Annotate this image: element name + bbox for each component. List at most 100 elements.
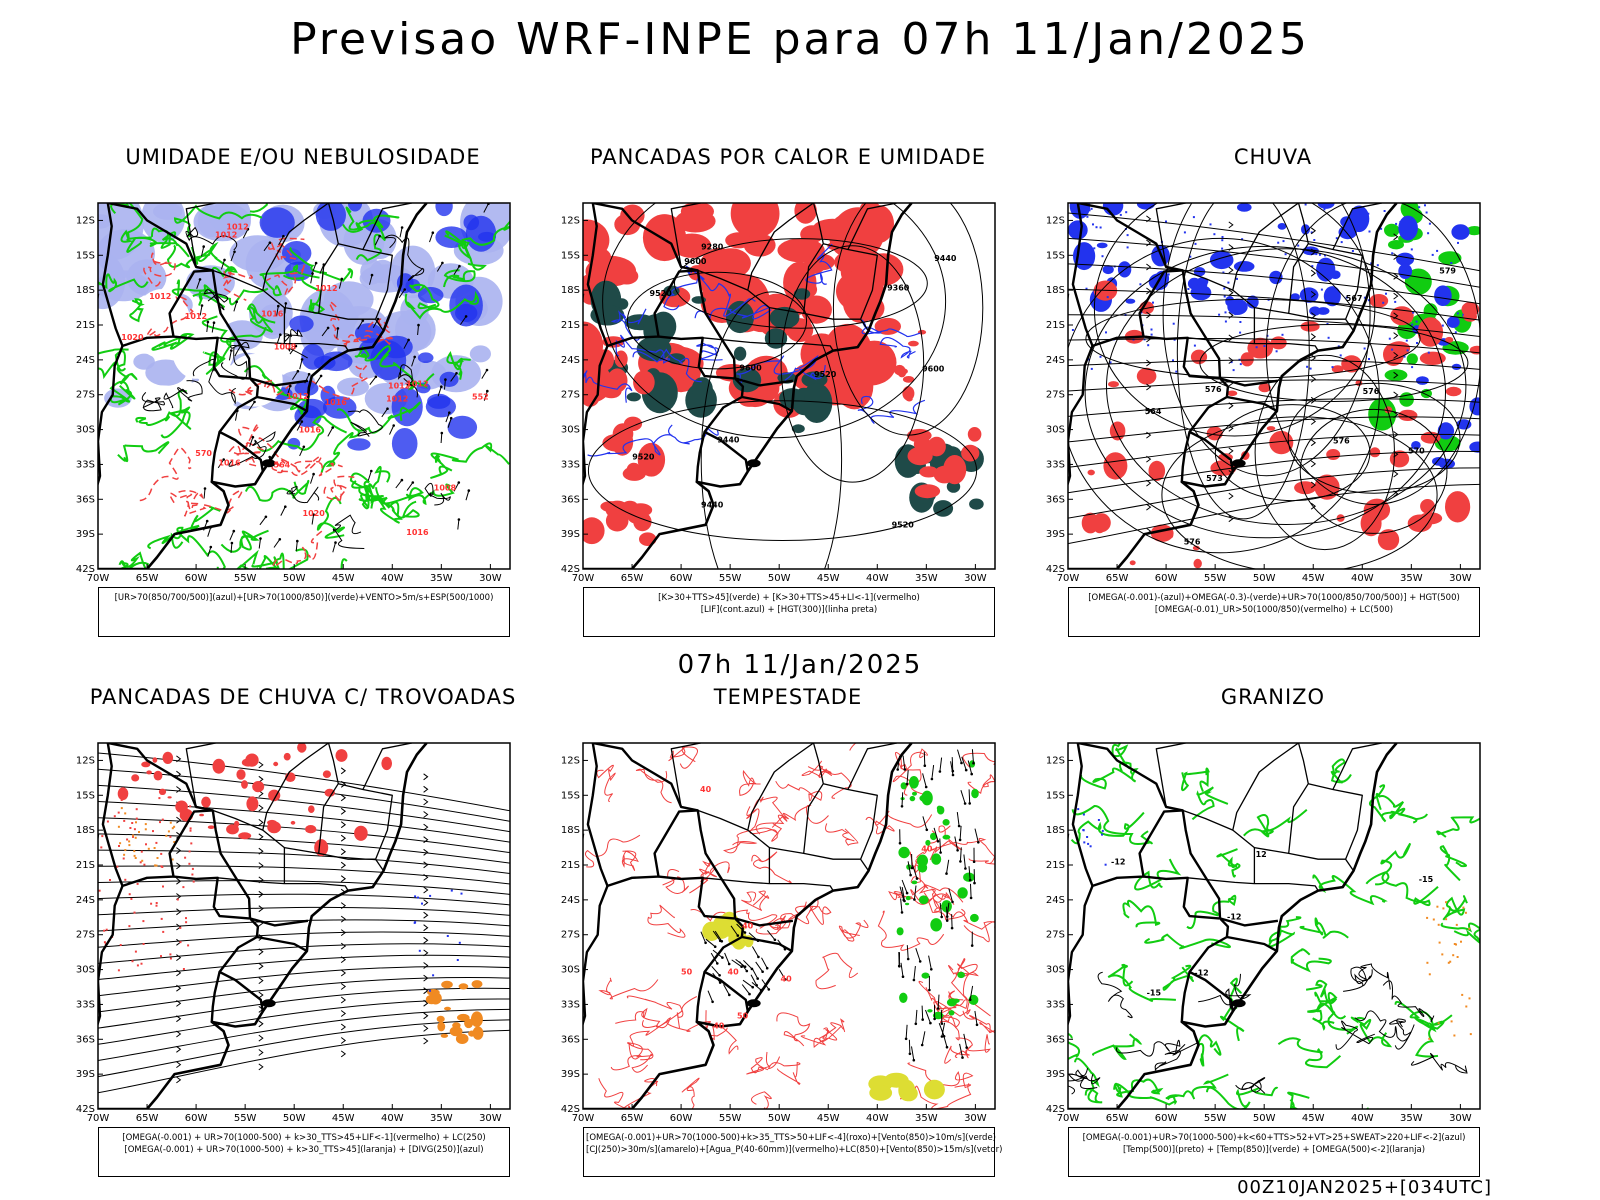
wind-vector-head	[277, 304, 280, 308]
streamline-arrow	[340, 929, 347, 936]
speckle	[1320, 288, 1323, 291]
shaded-area	[1309, 306, 1321, 316]
speckle	[150, 902, 153, 905]
contour-label: 564	[1145, 407, 1162, 416]
border-line	[734, 377, 794, 387]
speckle	[1468, 927, 1471, 930]
contour-line	[962, 752, 995, 768]
speckle	[101, 835, 104, 838]
border-line	[1332, 743, 1383, 790]
contour-label: 1016	[299, 426, 322, 435]
speckle	[1410, 248, 1413, 251]
shaded-area	[284, 261, 313, 281]
speckle	[126, 838, 129, 841]
wind-vector	[714, 930, 723, 942]
streamline	[1068, 314, 1480, 337]
wind-vector-head	[413, 355, 417, 359]
speckle	[1363, 347, 1366, 350]
border-line	[697, 269, 749, 291]
wind-vector-head	[246, 227, 250, 231]
lat-tick-label: 21S	[561, 860, 580, 871]
speckle	[128, 840, 131, 843]
shaded-area	[1237, 203, 1252, 212]
contour-line	[397, 364, 418, 398]
speckle	[1424, 204, 1426, 207]
streamline-arrow	[1393, 272, 1399, 280]
contour-label: 1008	[434, 484, 457, 493]
border-line	[210, 971, 221, 1022]
streamline-arrow	[1228, 289, 1234, 297]
streamline	[98, 849, 510, 874]
wind-vector	[311, 514, 315, 525]
wind-vector	[315, 375, 322, 385]
shaded-area	[583, 219, 610, 261]
shaded-area	[952, 998, 960, 1003]
wind-vector	[900, 962, 904, 977]
speckle	[144, 828, 147, 831]
speckle	[136, 964, 139, 967]
shaded-area	[198, 363, 246, 407]
streamline	[98, 1008, 510, 1061]
wind-vector-head	[961, 1056, 964, 1059]
shaded-area	[963, 872, 975, 882]
streamline-arrow	[1146, 359, 1152, 367]
wind-vector	[940, 1009, 943, 1024]
shaded-area	[1434, 285, 1452, 306]
wind-vector	[946, 906, 948, 921]
wind-vector	[447, 418, 452, 428]
speckle	[1221, 236, 1224, 238]
contour-line	[598, 977, 659, 1000]
lat-tick-label: 27S	[561, 390, 580, 401]
shaded-area	[970, 913, 979, 923]
speckle	[1087, 358, 1090, 361]
wind-vector	[939, 838, 942, 853]
border-line	[1308, 783, 1363, 860]
contour-label: 576	[1184, 538, 1201, 547]
shaded-area	[301, 343, 325, 370]
shaded-area	[1139, 301, 1154, 315]
border-line	[847, 743, 898, 790]
shaded-area	[1190, 349, 1208, 365]
streamline	[1068, 450, 1480, 494]
speckle	[1447, 961, 1450, 964]
isoline	[1162, 203, 1371, 477]
wind-vector-head	[951, 900, 954, 904]
shaded-area	[289, 315, 314, 333]
wind-vector-head	[915, 877, 919, 880]
streamline-arrow	[340, 875, 347, 883]
lon-tick-label: 60W	[185, 1113, 208, 1123]
streamline-arrow	[423, 861, 429, 869]
shaded-area	[471, 980, 483, 989]
lon-tick-label: 40W	[1351, 1113, 1374, 1123]
streamline	[1068, 483, 1480, 545]
shaded-area	[1384, 223, 1400, 237]
speckle	[1400, 260, 1403, 263]
shaded-area	[246, 796, 259, 812]
streamline-arrow	[1146, 311, 1152, 319]
contour-line	[160, 406, 192, 439]
lat-tick-label: 39S	[561, 1069, 580, 1080]
contour-line	[626, 1042, 654, 1073]
lat-tick-label: 42S	[76, 564, 95, 575]
wind-vector	[711, 965, 720, 976]
speckle	[1239, 363, 1242, 366]
contour-line	[857, 395, 926, 425]
lake	[1231, 459, 1246, 468]
shaded-area	[902, 386, 915, 401]
contour-line	[446, 351, 471, 380]
streamline-arrow	[1228, 334, 1234, 342]
legend-line: [UR>70(850/700/500)](azul)+[UR>70(1000/8…	[114, 593, 494, 603]
border-line	[741, 395, 793, 413]
speckle	[1159, 246, 1162, 248]
lon-tick-label: 60W	[1155, 1113, 1178, 1123]
shaded-area	[611, 428, 634, 456]
streamline-arrow	[423, 936, 429, 944]
speckle	[1465, 1005, 1468, 1008]
wind-vector	[968, 789, 971, 804]
speckle	[182, 968, 185, 970]
wind-vector-head	[745, 969, 749, 973]
speckle	[103, 929, 106, 932]
streamline-arrow	[423, 1012, 429, 1020]
streamline-arrow	[176, 877, 182, 885]
